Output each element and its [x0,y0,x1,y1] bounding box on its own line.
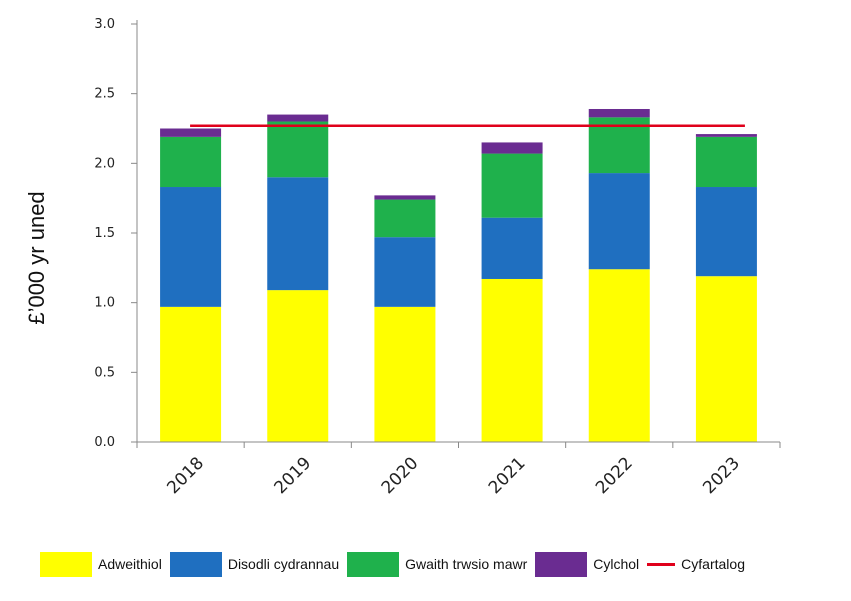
legend-swatch-cylchol [535,551,588,577]
legend-item-gwaith-trwsio-mawr: Gwaith trwsio mawr [347,551,528,577]
legend-swatch-gwaith-trwsio-mawr [347,551,400,577]
bar-2023-adweithiol [695,276,757,442]
bar-2021-gwaith-trwsio-mawr [481,153,543,218]
legend-label-cyfartalog: Cyfartalog [681,556,745,572]
legend-swatch-adweithiol [40,551,92,577]
bar-2019-disodli-cydrannau [267,177,329,291]
legend-label-cylchol: Cylchol [593,556,640,572]
y-axis-label: £’000 yr uned [24,191,49,324]
legend-swatch-disodli-cydrannau [169,551,222,577]
y-tick-label: 2.0 [94,156,115,171]
bar-2020-adweithiol [374,306,436,442]
bar-2020-gwaith-trwsio-mawr [374,199,436,238]
bar-2023-cylchol [695,134,757,137]
bar-2021-cylchol [481,142,543,154]
legend-item-cyfartalog: Cyfartalog [647,556,745,572]
bar-2023-gwaith-trwsio-mawr [695,136,757,188]
bar-2022-disodli-cydrannau [588,173,650,270]
bar-2018-gwaith-trwsio-mawr [160,136,222,188]
legend-label-gwaith-trwsio-mawr: Gwaith trwsio mawr [405,556,528,572]
legend-item-adweithiol: Adweithiol [40,551,162,577]
bar-2019-gwaith-trwsio-mawr [267,121,329,178]
legend-label-disodli-cydrannau: Disodli cydrannau [227,556,340,572]
y-tick-label: 1.0 [94,296,115,311]
y-tick-label: 3.0 [94,17,115,32]
bar-2020-disodli-cydrannau [374,237,436,307]
x-tick-label-2022: 2022 [592,453,637,498]
legend-item-disodli-cydrannau: Disodli cydrannau [169,551,340,577]
bar-2019-adweithiol [267,290,329,442]
legend-item-cylchol: Cylchol [535,551,640,577]
bar-2022-adweithiol [588,269,650,442]
legend-swatch-cyfartalog [647,562,676,566]
bar-2019-cylchol [267,114,329,122]
x-tick-label-2019: 2019 [271,453,316,498]
x-tick-label-2023: 2023 [699,453,744,498]
bar-2018-adweithiol [160,306,222,442]
bar-2021-disodli-cydrannau [481,217,543,279]
x-tick-label-2020: 2020 [378,453,423,498]
legend: Adweithiol Disodli cydrannau Gwaith trws… [40,550,753,578]
y-tick-label: 0.0 [94,435,115,450]
bar-2021-adweithiol [481,278,543,442]
bar-2022-cylchol [588,108,650,118]
y-tick-label: 2.5 [94,87,115,102]
legend-label-adweithiol: Adweithiol [98,556,162,572]
bar-2023-disodli-cydrannau [695,187,757,277]
bar-2018-disodli-cydrannau [160,187,222,307]
y-tick-label: 1.5 [94,226,115,241]
y-tick-label: 0.5 [94,365,115,380]
bar-2020-cylchol [374,195,436,200]
x-tick-label-2021: 2021 [485,453,530,498]
bar-2018-cylchol [160,128,222,137]
x-tick-label-2018: 2018 [163,453,208,498]
